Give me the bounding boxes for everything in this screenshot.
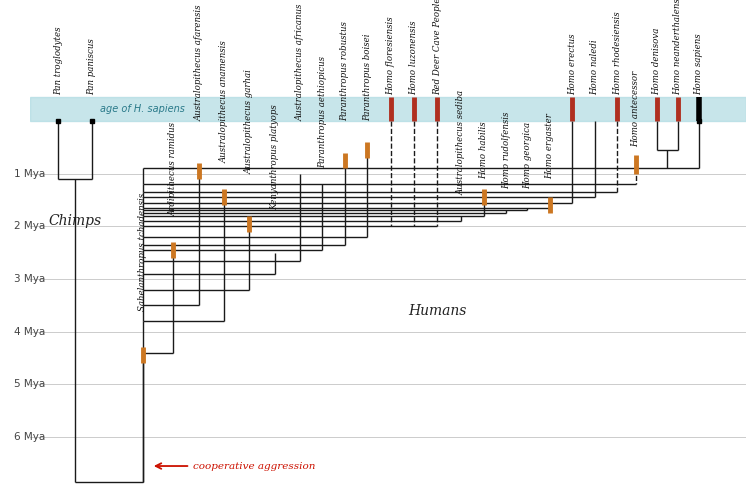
Text: Humans: Humans xyxy=(408,304,467,318)
Text: Homo denisova: Homo denisova xyxy=(652,27,661,94)
Text: 5 Mya: 5 Mya xyxy=(14,380,45,390)
Text: 1 Mya: 1 Mya xyxy=(14,168,45,178)
Text: Ardipithecus ramidus: Ardipithecus ramidus xyxy=(169,122,178,216)
Text: Australopithecus garhai: Australopithecus garhai xyxy=(245,68,254,174)
Text: Kenyanthropus platyops: Kenyanthropus platyops xyxy=(270,104,279,210)
Text: 2 Mya: 2 Mya xyxy=(14,222,45,232)
Text: 4 Mya: 4 Mya xyxy=(14,326,45,336)
Text: Sahelanthropus tchadensis: Sahelanthropus tchadensis xyxy=(138,192,147,310)
Bar xyxy=(30,97,746,121)
Text: Australopithecus africanus: Australopithecus africanus xyxy=(296,4,305,121)
Text: 6 Mya: 6 Mya xyxy=(14,432,45,442)
Text: Chimps: Chimps xyxy=(48,214,102,228)
Text: Homo rhodesiensis: Homo rhodesiensis xyxy=(613,11,622,94)
Text: Homo floresiensis: Homo floresiensis xyxy=(387,16,396,94)
Text: Homo naledi: Homo naledi xyxy=(590,39,599,94)
Text: Red Deer Cave People: Red Deer Cave People xyxy=(433,0,442,94)
Text: Australopithecus afarensis: Australopithecus afarensis xyxy=(195,4,203,121)
Text: Australopithecus sediba: Australopithecus sediba xyxy=(457,90,466,194)
Text: Homo sapiens: Homo sapiens xyxy=(694,33,703,94)
Text: Homo ergaster: Homo ergaster xyxy=(545,113,554,179)
Text: Homo luzonensis: Homo luzonensis xyxy=(409,20,418,94)
Text: Paranthropus aethiopicus: Paranthropus aethiopicus xyxy=(317,56,326,168)
Text: Homo rudolfensis: Homo rudolfensis xyxy=(502,112,510,190)
Text: Homo antecessor: Homo antecessor xyxy=(631,71,640,148)
Text: age of H. sapiens: age of H. sapiens xyxy=(100,104,185,115)
Text: Paranthropus boisei: Paranthropus boisei xyxy=(363,34,372,121)
Text: Australopithecus anamensis: Australopithecus anamensis xyxy=(219,40,228,163)
Text: Homo georgica: Homo georgica xyxy=(523,122,532,190)
Text: Paranthropus robustus: Paranthropus robustus xyxy=(340,21,349,121)
Text: cooperative aggression: cooperative aggression xyxy=(193,462,315,470)
Text: 3 Mya: 3 Mya xyxy=(14,274,45,284)
Text: Homo habilis: Homo habilis xyxy=(480,121,489,179)
Text: Homo erectus: Homo erectus xyxy=(568,33,577,94)
Text: Homo neanderthalensis: Homo neanderthalensis xyxy=(673,0,682,94)
Text: Pan troglodytes: Pan troglodytes xyxy=(54,26,63,94)
Text: Pan paniscus: Pan paniscus xyxy=(87,38,97,94)
